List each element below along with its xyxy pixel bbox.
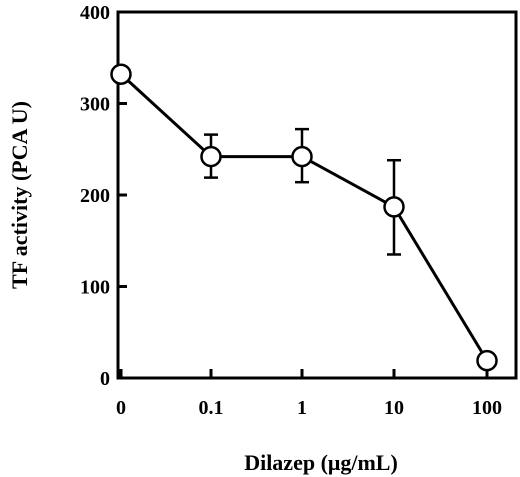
data-point bbox=[291, 145, 313, 168]
y-tick-label: 100 bbox=[80, 277, 110, 299]
x-tick-label: 100 bbox=[472, 397, 502, 419]
data-point bbox=[200, 145, 222, 168]
y-tick-label: 200 bbox=[80, 185, 110, 207]
plot-border bbox=[116, 10, 518, 380]
x-tick-label: 1 bbox=[297, 397, 307, 419]
x-tick-label: 0 bbox=[116, 397, 126, 419]
series-layer bbox=[110, 63, 498, 372]
y-tick-label: 400 bbox=[80, 2, 110, 24]
plot-frame bbox=[116, 10, 518, 380]
x-tick-label: 0.1 bbox=[199, 397, 224, 419]
y-axis-title: TF activity (PCA U) bbox=[7, 101, 32, 289]
y-tick-label: 0 bbox=[100, 368, 110, 390]
data-point bbox=[383, 196, 405, 218]
y-axis-ticks: 0 100 200 300 400 bbox=[80, 2, 127, 390]
data-point bbox=[110, 63, 132, 85]
data-point bbox=[476, 349, 498, 372]
x-tick-label: 10 bbox=[384, 397, 404, 419]
x-axis-title: Dilazep (μg/mL) bbox=[244, 450, 398, 475]
y-tick-label: 300 bbox=[80, 94, 110, 116]
series-line bbox=[119, 73, 489, 362]
